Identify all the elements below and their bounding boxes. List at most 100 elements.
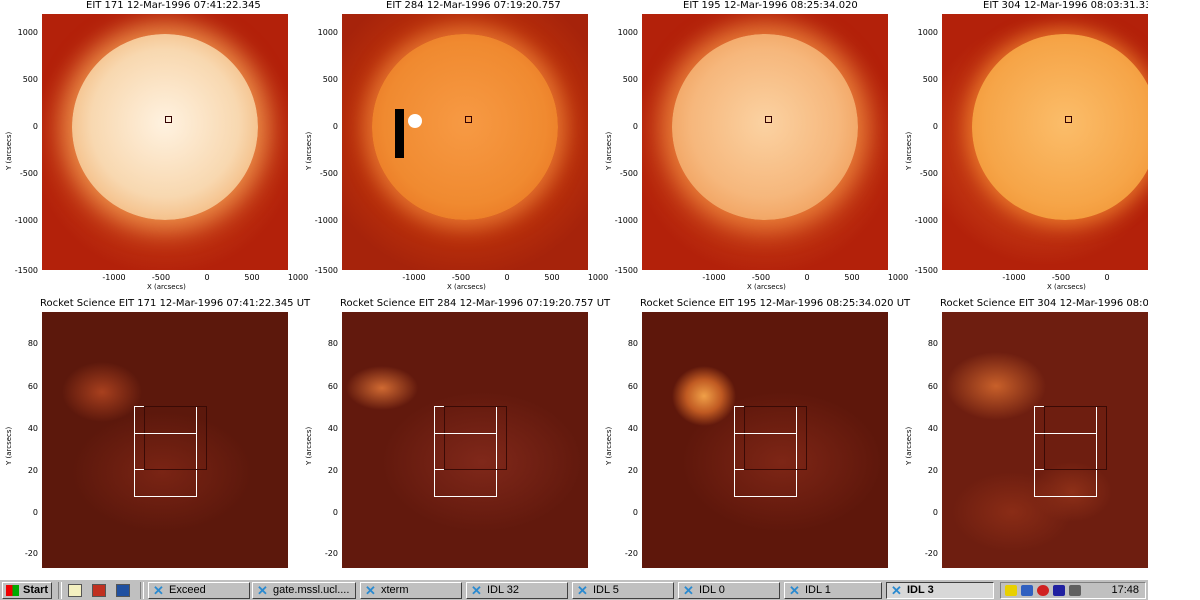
y-tick-label: 20	[627, 466, 638, 475]
quick-launch-desktop-icon[interactable]	[68, 584, 82, 597]
full-disk-panel-304: EIT 304 12-Mar-1996 08:03:31.333	[900, 0, 1148, 290]
x-tick-label: 0	[204, 273, 210, 282]
taskbar-button-label: IDL 3	[907, 584, 934, 596]
y-tick-label: 20	[327, 466, 338, 475]
panel-title: Rocket Science EIT 284 12-Mar-1996 07:19…	[340, 298, 611, 309]
y-tick-label: -1000	[314, 216, 338, 225]
taskbar-button-label: IDL 0	[699, 584, 725, 596]
x-tick-label: -1000	[1002, 273, 1026, 282]
taskbar-button-gate-mssl-ucl[interactable]: ✕ gate.mssl.ucl....	[252, 582, 356, 599]
y-tick-label: 500	[922, 75, 938, 84]
windows-logo-icon	[6, 585, 19, 596]
start-label: Start	[23, 584, 49, 596]
y-tick-label: 20	[927, 466, 938, 475]
full-disk-panel-284: EIT 284 12-Mar-1996 07:19:20.757	[300, 0, 600, 290]
system-tray: 17:48	[1000, 582, 1146, 599]
tray-monitor-icon[interactable]	[1021, 585, 1033, 596]
x-tick-label: -500	[451, 273, 471, 282]
x-window-icon: ✕	[683, 583, 694, 598]
y-tick-label: -20	[624, 549, 638, 558]
taskbar-button-idl-1[interactable]: ✕ IDL 1	[784, 582, 882, 599]
y-tick-label: -500	[919, 169, 938, 178]
y-tick-label: 60	[27, 382, 38, 391]
full-disk-panel-171: EIT 171 12-Mar-1996 07:41:22.345	[0, 0, 300, 290]
tray-record-icon[interactable]	[1037, 585, 1049, 596]
zoom-image	[342, 312, 588, 568]
panel-title: EIT 195 12-Mar-1996 08:25:34.020	[683, 0, 858, 11]
tray-pen-icon[interactable]	[1005, 585, 1017, 596]
y-tick-label: -1000	[914, 216, 938, 225]
full-disk-panel-195: EIT 195 12-Mar-1996 08:25:34.020	[600, 0, 900, 290]
panel-title: Rocket Science EIT 171 12-Mar-1996 07:41…	[40, 298, 311, 309]
x-axis-label: X (arcsecs)	[1047, 283, 1086, 291]
taskbar-button-idl-5[interactable]: ✕ IDL 5	[572, 582, 674, 599]
taskbar-button-label: xterm	[381, 584, 409, 596]
x-window-icon: ✕	[891, 583, 902, 598]
x-window-icon: ✕	[153, 583, 164, 598]
zoom-panel-171: Rocket Science EIT 171 12-Mar-1996 07:41…	[0, 296, 310, 576]
taskbar-button-idl-32[interactable]: ✕ IDL 32	[466, 582, 568, 599]
y-tick-label: 0	[932, 122, 938, 131]
x-tick-label: -1000	[702, 273, 726, 282]
y-tick-label: 1000	[617, 28, 638, 37]
x-tick-label: -1000	[102, 273, 126, 282]
y-tick-label: 40	[27, 424, 38, 433]
x-window-icon: ✕	[789, 583, 800, 598]
y-tick-label: 60	[927, 382, 938, 391]
taskbar-button-exceed[interactable]: ✕ Exceed	[148, 582, 250, 599]
y-tick-label: 0	[332, 508, 338, 517]
taskbar-button-idl-3[interactable]: ✕ IDL 3	[886, 582, 994, 599]
taskbar-button-label: gate.mssl.ucl....	[273, 584, 350, 596]
taskbar-button-xterm[interactable]: ✕ xterm	[360, 582, 462, 599]
taskbar-button-label: IDL 1	[805, 584, 831, 596]
quick-launch-app-icon[interactable]	[92, 584, 106, 597]
x-tick-label: 0	[804, 273, 810, 282]
x-window-icon: ✕	[577, 583, 588, 598]
y-tick-label: 80	[627, 339, 638, 348]
y-tick-label: 0	[332, 122, 338, 131]
y-tick-label: -1000	[14, 216, 38, 225]
y-axis-label: Y (arcsecs)	[905, 131, 913, 170]
tray-down-arrow-icon[interactable]	[1053, 585, 1065, 596]
y-tick-label: 80	[927, 339, 938, 348]
start-button[interactable]: Start	[2, 582, 52, 599]
zoom-panel-284: Rocket Science EIT 284 12-Mar-1996 07:19…	[300, 296, 610, 576]
x-tick-label: 500	[244, 273, 260, 282]
y-tick-label: 40	[927, 424, 938, 433]
panel-title: EIT 171 12-Mar-1996 07:41:22.345	[86, 0, 261, 11]
y-axis-label: Y (arcsecs)	[305, 426, 313, 465]
taskbar-button-label: IDL 5	[593, 584, 619, 596]
quick-launch-network-icon[interactable]	[116, 584, 130, 597]
y-tick-label: 1000	[317, 28, 338, 37]
x-window-icon: ✕	[365, 583, 376, 598]
y-tick-label: 80	[327, 339, 338, 348]
y-tick-label: -1500	[314, 266, 338, 275]
zoom-panel-195: Rocket Science EIT 195 12-Mar-1996 08:25…	[600, 296, 910, 576]
y-tick-label: -20	[924, 549, 938, 558]
zoom-panel-304: Rocket Science EIT 304 12-Mar-1996 08:03…	[900, 296, 1148, 576]
x-tick-label: 1000	[887, 273, 909, 282]
taskbar: Start ✕ Exceed ✕ gate.mssl.ucl.... ✕ xterm ✕ ID…	[0, 579, 1148, 600]
sun-image	[42, 14, 288, 270]
y-tick-label: -1000	[614, 216, 638, 225]
panel-title: Rocket Science EIT 304 12-Mar-1996 08:03…	[940, 298, 1148, 309]
y-tick-label: 0	[632, 122, 638, 131]
x-tick-label: 500	[544, 273, 560, 282]
y-axis-label: Y (arcsecs)	[305, 131, 313, 170]
x-axis-label: X (arcsecs)	[447, 283, 486, 291]
y-tick-label: 0	[632, 508, 638, 517]
zoom-image	[942, 312, 1148, 568]
y-tick-label: 60	[327, 382, 338, 391]
clock: 17:48	[1111, 584, 1139, 596]
y-tick-label: -20	[324, 549, 338, 558]
y-tick-label: 60	[627, 382, 638, 391]
y-axis-label: Y (arcsecs)	[605, 131, 613, 170]
y-tick-label: 500	[622, 75, 638, 84]
y-tick-label: -1500	[614, 266, 638, 275]
x-tick-label: -500	[751, 273, 771, 282]
x-window-icon: ✕	[257, 583, 268, 598]
taskbar-button-idl-0[interactable]: ✕ IDL 0	[678, 582, 780, 599]
tray-speaker-icon[interactable]	[1069, 585, 1081, 596]
x-tick-label: 1000	[287, 273, 309, 282]
panel-title: EIT 304 12-Mar-1996 08:03:31.333	[983, 0, 1148, 11]
